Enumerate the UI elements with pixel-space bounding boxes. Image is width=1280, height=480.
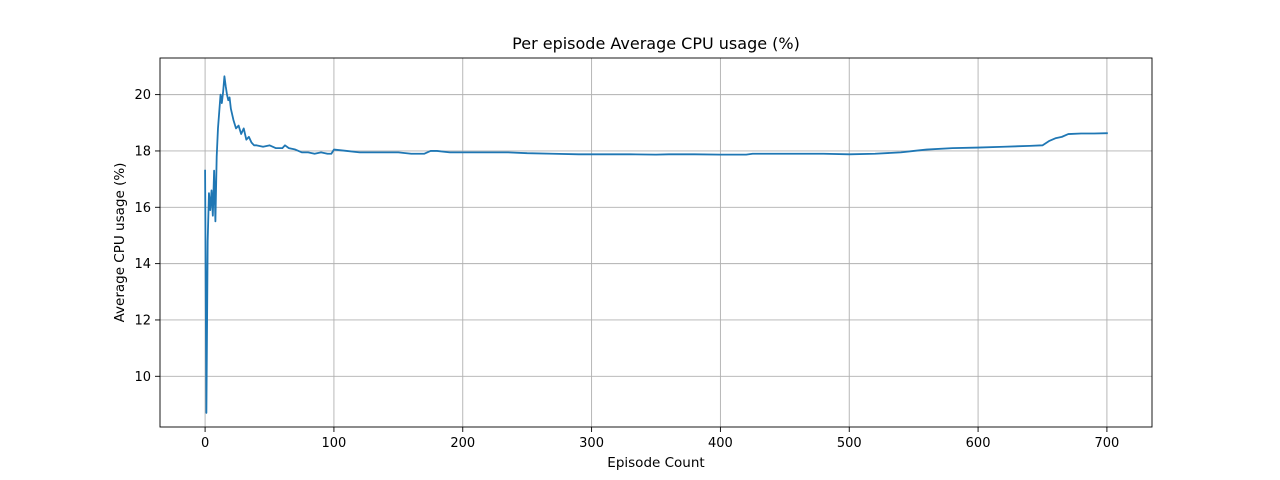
x-tick-label: 300 (579, 436, 604, 451)
series-line-1 (204, 75, 1108, 414)
y-tick-label: 20 (134, 88, 151, 103)
plot-frame (159, 57, 1153, 428)
y-axis-ticks: 10 12 14 16 18 20 (134, 88, 160, 385)
y-tick-label: 10 (134, 370, 151, 385)
x-tick-label: 500 (837, 436, 862, 451)
grid (160, 58, 1152, 427)
y-tick-label: 12 (134, 313, 151, 328)
x-tick-label: 200 (450, 436, 475, 451)
y-tick-label: 18 (134, 144, 151, 159)
x-tick-label: 100 (322, 436, 347, 451)
x-tick-label: 400 (708, 436, 733, 451)
chart-title: Per episode Average CPU usage (%) (512, 34, 800, 53)
y-tick-label: 14 (134, 257, 151, 272)
y-tick-label: 16 (134, 201, 151, 216)
x-tick-label: 700 (1094, 436, 1119, 451)
x-axis-label: Episode Count (607, 455, 704, 471)
x-tick-label: 0 (201, 436, 209, 451)
x-tick-label: 600 (966, 436, 991, 451)
series-group (204, 75, 1108, 414)
x-axis-ticks: 0 100 200 300 400 500 600 700 (201, 427, 1119, 451)
y-axis-label: Average CPU usage (%) (112, 163, 128, 323)
